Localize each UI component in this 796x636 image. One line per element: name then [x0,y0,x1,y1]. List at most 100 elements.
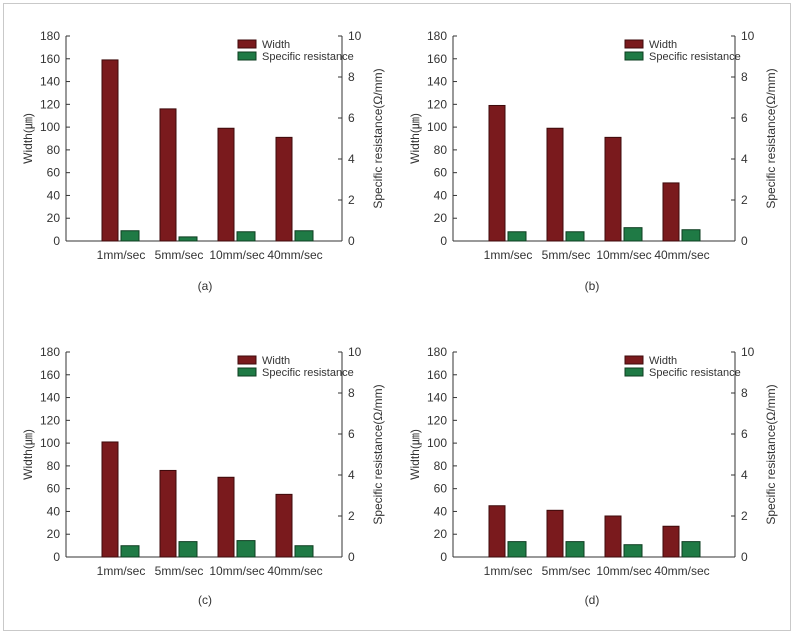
y2-tick-label: 6 [348,427,355,441]
y2-tick-label: 10 [348,29,362,43]
bar-width [488,505,506,558]
bar-width [101,59,119,242]
y-tick-label: 80 [434,459,448,473]
chart-panel: 0 20 40 60 80 100 120 140 160 180 0 2 4 6 8 10 Width(㎛) S… [21,345,385,607]
y2-tick-label: 4 [348,468,355,482]
bar-width [662,182,680,242]
y-tick-label: 20 [434,527,448,541]
bar-specific-resistance [236,540,256,558]
legend-label-specific-resistance: Specific resistance [649,367,741,379]
y2-tick-label: 6 [741,111,748,125]
bar-specific-resistance [236,231,256,242]
y-tick-label: 160 [40,368,60,382]
y-tick-label: 160 [40,52,60,66]
legend-swatch-width [624,355,644,365]
x-tick-label: 10mm/sec [596,248,651,262]
bar-specific-resistance [681,229,701,242]
y-tick-label: 180 [40,29,60,43]
bar-specific-resistance [565,231,585,242]
legend-label-specific-resistance: Specific resistance [649,51,741,63]
y2-tick-label: 4 [741,152,748,166]
y2-tick-label: 8 [348,70,355,84]
x-tick-label: 5mm/sec [155,248,204,262]
x-tick-label: 10mm/sec [209,564,264,578]
x-tick-label: 5mm/sec [542,564,591,578]
chart-panel: 0 20 40 60 80 100 120 140 160 180 0 2 4 6 8 10 Width(㎛) S… [408,29,778,293]
y2-tick-label: 0 [741,234,748,248]
y-tick-label: 120 [427,413,447,427]
legend-label-specific-resistance: Specific resistance [262,51,354,63]
y2-tick-label: 10 [348,345,362,359]
bar-specific-resistance [623,227,643,242]
legend-swatch-specific-resistance [237,367,257,377]
legend-swatch-width [237,355,257,365]
y-tick-label: 120 [427,97,447,111]
y-tick-label: 140 [427,75,447,89]
bar-specific-resistance [120,230,140,242]
y-tick-label: 120 [40,413,60,427]
bar-width [217,476,235,558]
legend-label-width: Width [649,39,677,51]
y2-tick-label: 0 [741,550,748,564]
y2-tick-label: 0 [348,234,355,248]
y-tick-label: 40 [47,188,61,202]
legend-label-width: Width [262,355,290,367]
y-axis-label: Width(㎛) [21,429,35,480]
bar-width [275,136,293,242]
y2-axis-label: Specific resistance(Ω/mm) [764,68,778,208]
y-tick-label: 0 [53,234,60,248]
y-tick-label: 100 [40,120,60,134]
y-tick-label: 80 [47,143,61,157]
bar-specific-resistance [623,544,643,558]
legend-label-width: Width [262,39,290,51]
y-tick-label: 20 [47,527,61,541]
y2-tick-label: 2 [348,509,355,523]
legend-swatch-specific-resistance [624,367,644,377]
x-tick-label: 10mm/sec [209,248,264,262]
x-tick-label: 40mm/sec [267,248,322,262]
y2-tick-label: 8 [741,70,748,84]
bar-specific-resistance [120,545,140,558]
y2-tick-label: 8 [348,386,355,400]
x-tick-label: 1mm/sec [484,564,533,578]
y-axis-label: Width(㎛) [408,429,422,480]
y-tick-label: 20 [47,211,61,225]
bar-width [546,509,564,558]
y-tick-label: 0 [53,550,60,564]
legend-swatch-width [624,39,644,49]
y2-tick-label: 0 [348,550,355,564]
bar-specific-resistance [681,541,701,558]
y-tick-label: 180 [40,345,60,359]
figure-frame [3,3,791,631]
y2-tick-label: 2 [348,193,355,207]
y-tick-label: 160 [427,368,447,382]
legend-swatch-specific-resistance [237,51,257,61]
y-tick-label: 180 [427,29,447,43]
y2-axis-label: Specific resistance(Ω/mm) [764,384,778,524]
y-tick-label: 100 [427,120,447,134]
chart-panel: 0 20 40 60 80 100 120 140 160 180 0 2 4 6 8 10 Width(㎛) S… [408,345,778,607]
y-tick-label: 140 [40,391,60,405]
bar-specific-resistance [294,230,314,242]
x-tick-label: 1mm/sec [484,248,533,262]
legend-swatch-specific-resistance [624,51,644,61]
y-tick-label: 140 [427,391,447,405]
y2-tick-label: 4 [348,152,355,166]
y-tick-label: 120 [40,97,60,111]
bar-width [159,108,177,242]
y-tick-label: 140 [40,75,60,89]
bar-specific-resistance [178,541,198,558]
y2-tick-label: 2 [741,193,748,207]
y-tick-label: 100 [427,436,447,450]
bar-width [159,469,177,558]
x-tick-label: 5mm/sec [542,248,591,262]
y-tick-label: 100 [40,436,60,450]
bar-width [488,104,506,242]
y-tick-label: 0 [440,234,447,248]
y2-tick-label: 4 [741,468,748,482]
y2-tick-label: 6 [348,111,355,125]
panel-caption: (a) [198,279,213,293]
bar-specific-resistance [507,541,527,558]
y-tick-label: 20 [434,211,448,225]
y-tick-label: 60 [434,482,448,496]
